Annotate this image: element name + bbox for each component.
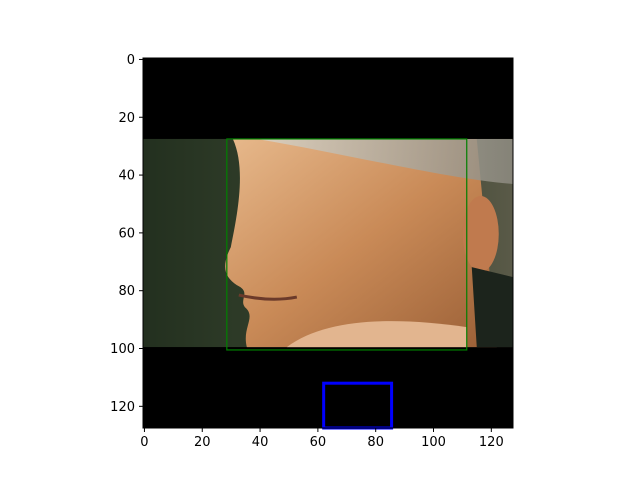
x-tick-label: 100 <box>421 435 446 450</box>
y-tick-label: 80 <box>118 284 135 299</box>
x-tick-label: 40 <box>252 435 269 450</box>
x-tick-label: 80 <box>367 435 384 450</box>
x-axis: 0 20 40 60 80 100 120 <box>140 428 503 450</box>
x-tick-label: 60 <box>310 435 327 450</box>
x-tick-label: 20 <box>194 435 211 450</box>
y-tick-label: 0 <box>127 53 135 68</box>
y-tick-label: 60 <box>118 226 135 241</box>
face-photo <box>143 139 513 347</box>
ear <box>463 196 499 272</box>
phone <box>472 267 513 347</box>
y-tick-label: 120 <box>110 400 135 415</box>
x-tick-label: 0 <box>140 435 148 450</box>
x-tick-label: 120 <box>479 435 504 450</box>
y-tick-label: 40 <box>118 169 135 184</box>
y-tick-label: 100 <box>110 342 135 357</box>
image-content <box>143 58 513 428</box>
y-tick-label: 20 <box>118 111 135 126</box>
y-axis: 0 20 40 60 80 100 120 <box>110 53 143 415</box>
